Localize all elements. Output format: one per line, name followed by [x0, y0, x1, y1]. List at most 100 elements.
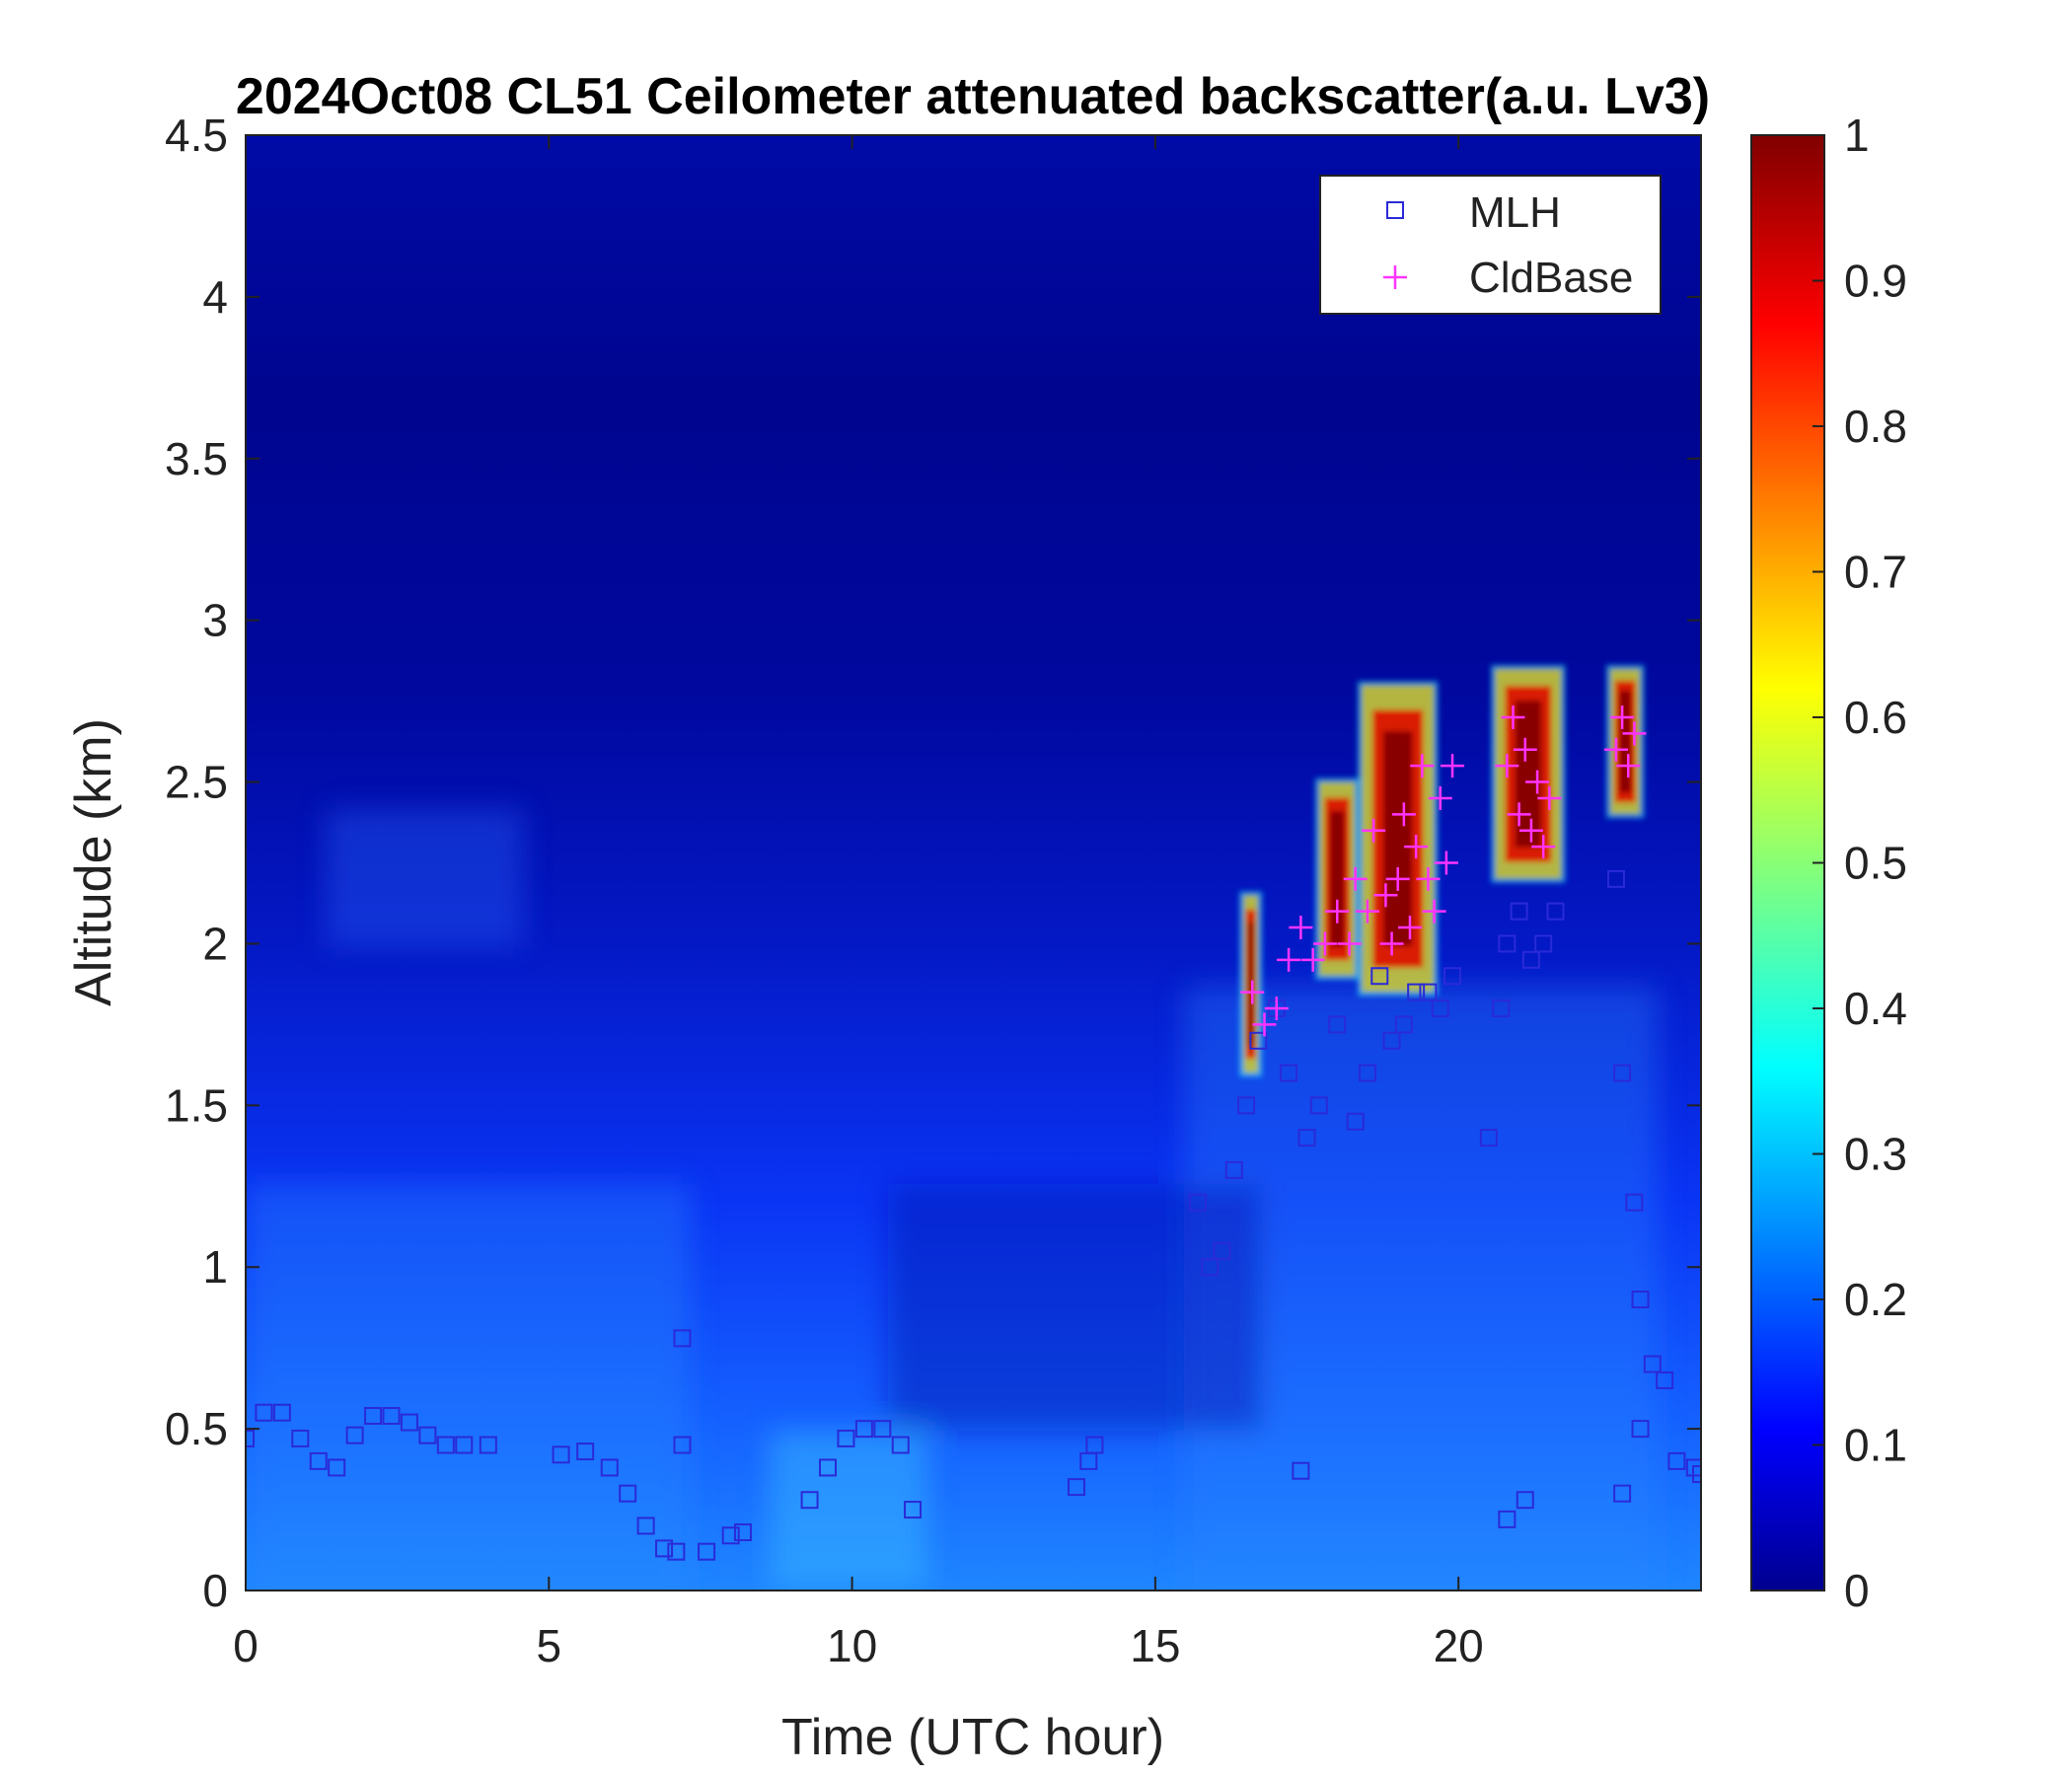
- mlh-point: [619, 1484, 637, 1503]
- mlh-point: [837, 1429, 855, 1447]
- mlh-point: [1516, 1491, 1534, 1510]
- cldbase-point: [1343, 866, 1368, 891]
- cldbase-point: [1289, 916, 1313, 940]
- mlh-point: [272, 1403, 291, 1422]
- mlh-point: [1625, 1193, 1644, 1212]
- mlh-point: [436, 1436, 455, 1454]
- mlh-point: [904, 1501, 923, 1519]
- mlh-point: [673, 1329, 692, 1348]
- mlh-point: [1419, 983, 1438, 1001]
- cldbase-point: [1355, 899, 1379, 924]
- cldbase-point: [1434, 851, 1458, 875]
- colorbar-tick-label: 0.4: [1844, 983, 1907, 1034]
- colorbar: 0 0.1 0.2 0.3 0.4 0.5 0.6 0.7 0.8 0.9 1: [1750, 110, 1907, 1616]
- x-tick-label: 10: [827, 1620, 877, 1671]
- mlh-point: [1346, 1112, 1365, 1131]
- mlh-point: [1201, 1258, 1220, 1277]
- cldbase-point: [1373, 883, 1398, 908]
- haze-patch: [770, 1431, 927, 1589]
- mlh-point: [1692, 1465, 1701, 1483]
- mlh-point: [1546, 902, 1565, 921]
- haze-patch: [247, 1184, 691, 1591]
- mlh-point: [1085, 1436, 1104, 1454]
- legend: MLH CldBase: [1319, 175, 1662, 315]
- mlh-point: [1370, 967, 1389, 986]
- cldbase-point: [1325, 899, 1350, 924]
- cldbase-point: [1300, 947, 1325, 972]
- mlh-point: [673, 1436, 692, 1454]
- mlh-point: [873, 1420, 892, 1439]
- mlh-point: [1213, 1241, 1231, 1260]
- cldbase-point: [1410, 754, 1435, 778]
- y-tick-label: 2: [202, 918, 228, 969]
- mlh-point: [1358, 1064, 1376, 1082]
- cldbase-point: [1416, 866, 1441, 891]
- cldbase-point: [1507, 802, 1531, 827]
- legend-box: [1319, 175, 1662, 315]
- haze-patch: [326, 809, 523, 947]
- cldbase-point: [1495, 754, 1519, 778]
- mlh-point: [698, 1542, 716, 1561]
- mlh-point: [1280, 1064, 1298, 1082]
- x-tick-label: 5: [536, 1620, 561, 1671]
- mlh-point: [1237, 1096, 1256, 1115]
- mlh-point: [1492, 999, 1511, 1017]
- cldbase-point: [1240, 980, 1265, 1004]
- haze-patch: [888, 1184, 1263, 1431]
- mlh-point: [1685, 1458, 1701, 1477]
- mlh-point: [1249, 1031, 1268, 1050]
- mlh-point: [1188, 1193, 1207, 1212]
- mlh-markers: [246, 869, 1701, 1561]
- cldbase-point: [1518, 818, 1543, 843]
- mlh-point: [1656, 1370, 1674, 1389]
- y-tick-label: 1: [202, 1241, 228, 1293]
- cldbase-point: [1513, 737, 1537, 762]
- colorbar-tick-label: 0: [1844, 1565, 1870, 1616]
- x-tick-label: 0: [233, 1620, 259, 1671]
- y-axis-label: Altitude (km): [65, 718, 122, 1006]
- mlh-point: [636, 1517, 655, 1535]
- mlh-point: [600, 1458, 619, 1477]
- cldbase-point: [1428, 785, 1452, 810]
- mlh-point: [1297, 1129, 1316, 1147]
- mlh-point: [479, 1436, 497, 1454]
- plot-area: [246, 135, 1701, 1591]
- boundary-layer-haze: [247, 809, 1658, 1591]
- mlh-point: [854, 1420, 873, 1439]
- x-axis: 0 5 10 15 20: [233, 135, 1484, 1671]
- mlh-point: [1328, 1015, 1347, 1034]
- cldbase-point: [1537, 785, 1562, 810]
- mlh-point: [1643, 1355, 1662, 1373]
- colorbar-gradient: [1750, 134, 1825, 1591]
- cldbase-point: [1264, 997, 1289, 1020]
- legend-cldbase-label: CldBase: [1469, 254, 1633, 302]
- mlh-point: [576, 1443, 595, 1461]
- mlh-point: [291, 1429, 310, 1447]
- cldbase-point: [1398, 916, 1422, 940]
- cldbase-markers: [1240, 705, 1647, 1037]
- cldbase-point: [1312, 931, 1337, 956]
- mlh-point: [1613, 1064, 1632, 1082]
- colorbar-tick-label: 0.6: [1844, 692, 1907, 743]
- mlh-point: [733, 1523, 752, 1541]
- y-tick-label: 3.5: [165, 433, 228, 484]
- cldbase-point: [1379, 931, 1404, 956]
- cldbase-point: [1525, 770, 1550, 794]
- cldbase-point: [1277, 947, 1301, 972]
- mlh-point: [655, 1539, 674, 1558]
- mlh-point: [1521, 950, 1540, 969]
- legend-mlh-label: MLH: [1469, 188, 1561, 237]
- mlh-point: [1631, 1420, 1650, 1439]
- cldbase-point: [1531, 835, 1556, 859]
- mlh-point: [364, 1407, 383, 1425]
- mlh-point: [455, 1436, 474, 1454]
- mlh-point: [1498, 934, 1517, 953]
- cldbase-point: [1616, 754, 1641, 778]
- cldbase-point: [1422, 899, 1446, 924]
- y-tick-label: 3: [202, 595, 228, 646]
- colorbar-tick-label: 0.2: [1844, 1274, 1907, 1325]
- mlh-point: [1613, 1484, 1632, 1503]
- y-tick-label: 2.5: [165, 757, 228, 808]
- x-tick-label: 15: [1130, 1620, 1180, 1671]
- cloud-peak: [1247, 922, 1254, 1047]
